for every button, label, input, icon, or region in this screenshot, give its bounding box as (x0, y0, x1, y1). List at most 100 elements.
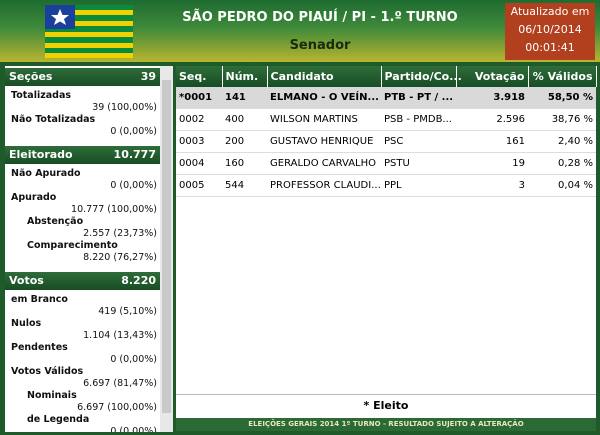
cell: 58,50 % (528, 87, 596, 109)
result-row: 0003 200 GUSTAVO HENRIQUE PSC 161 2,40 % (176, 130, 596, 153)
sidebar-item: Não Totalizadas 0 (0,00%) (5, 114, 157, 138)
item-value: 0 (0,00%) (110, 354, 157, 365)
cell: *0001 (176, 87, 222, 109)
column-header: Candidato (267, 66, 382, 87)
item-value: 2.557 (23,73%) (83, 228, 157, 239)
sidebar-item: Não Apurado 0 (0,00%) (5, 168, 157, 192)
sidebar-item: Comparecimento 8.220 (76,27%) (5, 240, 157, 264)
item-label: Abstenção (27, 216, 84, 227)
cell: 3.918 (456, 87, 528, 109)
section-value: 10.777 (113, 148, 156, 161)
section-title: Seções (9, 70, 53, 83)
item-value: 8.220 (76,27%) (83, 252, 157, 263)
cell: 0005 (176, 174, 222, 197)
item-label: em Branco (11, 294, 68, 305)
elected-note: * Eleito (176, 394, 596, 417)
cell: GUSTAVO HENRIQUE (267, 130, 381, 153)
sidebar-item: Apurado 10.777 (100,00%) (5, 192, 157, 216)
item-label: Não Totalizadas (11, 114, 96, 125)
cell: PSTU (381, 152, 456, 175)
item-value: 419 (5,10%) (98, 306, 157, 317)
flag (45, 5, 133, 58)
section-value: 39 (140, 70, 156, 83)
sidebar: Seções 39 Totalizadas 39 (100,00%) Não Total… (5, 66, 173, 432)
cell: 3 (456, 174, 528, 197)
column-header: Partido/Co... (381, 66, 462, 87)
item-label: Não Apurado (11, 168, 81, 179)
item-value: 6.697 (100,00%) (77, 402, 157, 413)
sidebar-item: Pendentes 0 (0,00%) (5, 342, 157, 366)
cell: 200 (222, 130, 267, 153)
sidebar-item: de Legenda 0 (0,00%) (5, 414, 157, 432)
cell: WILSON MARTINS (267, 108, 381, 131)
item-label: Nulos (11, 318, 42, 329)
result-row: 0004 160 GERALDO CARVALHO PSTU 19 0,28 % (176, 152, 596, 175)
results-panel: Seq. Núm. Candidato Partido/Co... Votação% V… (176, 66, 597, 418)
cell: ELMANO - O VEÍN... (267, 87, 381, 109)
cell: 2,40 % (528, 130, 596, 153)
section-title: Eleitorado (9, 148, 73, 161)
cell: 161 (456, 130, 528, 153)
cell: PROFESSOR CLAUDI... (267, 174, 381, 197)
cell: 544 (222, 174, 267, 197)
cell: 38,76 % (528, 108, 596, 131)
section-header: Votos 8.220 (5, 272, 160, 290)
item-label: Nominais (27, 390, 77, 401)
header-row: Seq. Núm. Candidato Partido/Co... Votação% V… (176, 66, 597, 87)
sidebar-item: Nominais 6.697 (100,00%) (5, 390, 157, 414)
cell: 0,28 % (528, 152, 596, 175)
updated-date: 06/10/2014 (518, 23, 582, 36)
scroll-thumb[interactable] (162, 80, 171, 413)
item-label: Pendentes (11, 342, 68, 353)
cell: 160 (222, 152, 267, 175)
cell: 2.596 (456, 108, 528, 131)
item-value: 0 (0,00%) (110, 126, 157, 137)
section-header: Eleitorado 10.777 (5, 146, 160, 164)
results-table: Seq. Núm. Candidato Partido/Co... Votação% V… (176, 66, 597, 197)
column-header: Seq. (176, 66, 223, 87)
item-value: 10.777 (100,00%) (71, 204, 157, 215)
item-label: Totalizadas (11, 90, 72, 101)
section-value: 8.220 (121, 274, 156, 287)
sidebar-item: Totalizadas 39 (100,00%) (5, 90, 157, 114)
cell: PPL (381, 174, 456, 197)
cell: PSB - PMDB... (381, 108, 456, 131)
item-label: Votos Válidos (11, 366, 84, 377)
column-header: % Válidos (528, 66, 597, 87)
cell: 400 (222, 108, 267, 131)
cell: 0003 (176, 130, 222, 153)
title: SÃO PEDRO DO PIAUÍ / PI - 1.º TURNO (182, 10, 458, 25)
updated-label: Atualizado em (510, 5, 590, 18)
item-label: Comparecimento (27, 240, 118, 251)
column-header: Núm. (222, 66, 268, 87)
item-value: 0 (0,00%) (110, 180, 157, 191)
cell: 0002 (176, 108, 222, 131)
item-value: 39 (100,00%) (92, 102, 157, 113)
subtitle: Senador (289, 38, 351, 53)
column-header: Votação (456, 66, 529, 87)
cell: 141 (222, 87, 267, 109)
sidebar-item: Nulos 1.104 (13,43%) (5, 318, 157, 342)
updated-box: Atualizado em 06/10/2014 00:01:41 (505, 3, 595, 60)
footer-bar: ELEIÇÕES GERAIS 2014 1º TURNO - RESULTAD… (176, 418, 596, 431)
sidebar-item: Votos Válidos 6.697 (81,47%) (5, 366, 157, 390)
section-header: Seções 39 (5, 68, 160, 86)
item-value: 6.697 (81,47%) (83, 378, 157, 389)
item-value: 0 (0,00%) (110, 426, 157, 432)
result-row: 0005 544 PROFESSOR CLAUDI... PPL 3 0,04 % (176, 174, 596, 197)
cell: PSC (381, 130, 456, 153)
result-row: *0001 141 ELMANO - O VEÍN... PTB - PT / ...… (176, 87, 596, 109)
updated-time: 00:01:41 (525, 41, 575, 54)
cell: PTB - PT / ... (381, 87, 456, 109)
cell: 0,04 % (528, 174, 596, 197)
sidebar-item: em Branco 419 (5,10%) (5, 294, 157, 318)
cell: 19 (456, 152, 528, 175)
cell: 0004 (176, 152, 222, 175)
result-row: 0002 400 WILSON MARTINS PSB - PMDB... 2.596 3… (176, 108, 596, 131)
cell: GERALDO CARVALHO (267, 152, 381, 175)
sidebar-item: Abstenção 2.557 (23,73%) (5, 216, 157, 240)
item-label: de Legenda (27, 414, 90, 425)
item-value: 1.104 (13,43%) (83, 330, 157, 341)
item-label: Apurado (11, 192, 57, 203)
